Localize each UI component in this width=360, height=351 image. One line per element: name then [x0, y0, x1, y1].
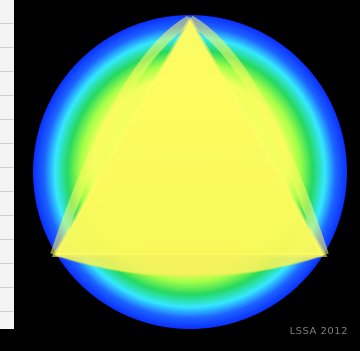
- bottom-black-strip: [0, 329, 360, 351]
- left-page-strip: [0, 0, 14, 351]
- image-credit: LSSA 2012: [289, 326, 348, 337]
